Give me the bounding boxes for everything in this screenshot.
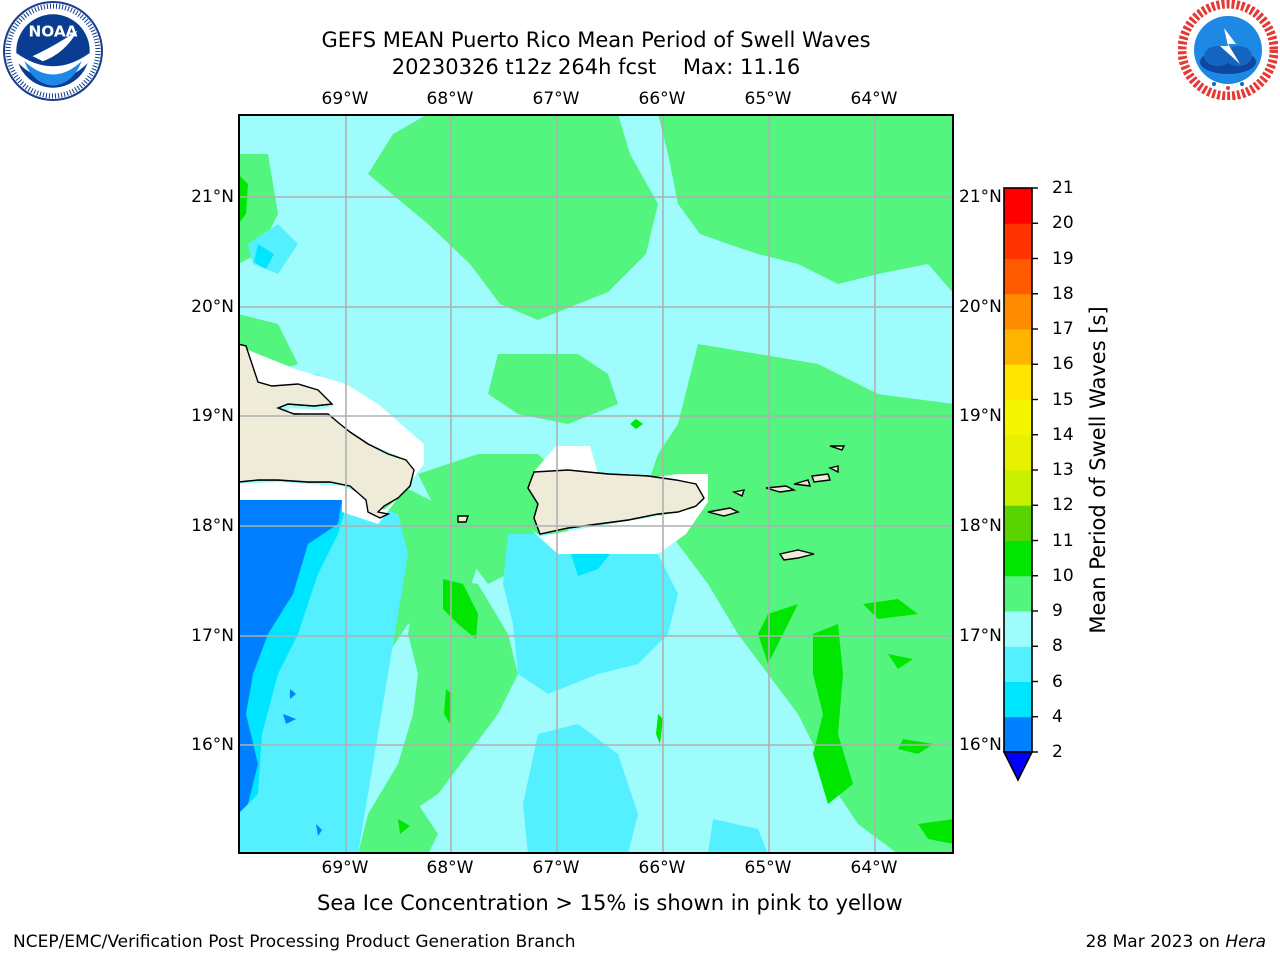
lon-label-top: 66°W <box>638 89 686 109</box>
colorbar-bin <box>1004 470 1032 506</box>
lat-label-right: 17°N <box>959 626 1002 646</box>
field-2-4 <box>238 500 342 836</box>
lon-label-top: 68°W <box>426 89 474 109</box>
map-frame <box>238 114 954 854</box>
anegada <box>829 445 846 451</box>
lat-label-left: 17°N <box>191 626 234 646</box>
st-croix <box>778 549 815 561</box>
culebra <box>731 489 746 497</box>
footer-date: 28 Mar 2023 on Hera <box>1086 932 1266 952</box>
vieques <box>707 507 740 517</box>
colorbar-tick-label: 14 <box>1052 424 1074 445</box>
map-title: GEFS MEAN Puerto Rico Mean Period of Swe… <box>321 28 871 52</box>
colorbar-tick-label: 20 <box>1052 213 1074 234</box>
colorbar-tick-label: 6 <box>1052 671 1063 692</box>
colorbar-tick-label: 19 <box>1052 248 1074 269</box>
colorbar-bin <box>1004 364 1032 400</box>
lon-label-top: 67°W <box>532 89 580 109</box>
colorbar-tick-label: 8 <box>1052 636 1063 657</box>
colorbar-bin <box>1004 329 1032 365</box>
tortola <box>811 473 831 483</box>
footer-host: Hera <box>1225 932 1266 952</box>
colorbar-bin <box>1004 505 1032 541</box>
colorbar-extend-low <box>1002 751 1034 782</box>
colorbar-bin <box>1004 646 1032 682</box>
map-subtitle: 20230326 t12z 264h fcst Max: 11.16 <box>391 55 801 79</box>
svg-text:NOAA: NOAA <box>28 23 77 41</box>
colorbar-tick-label: 2 <box>1052 742 1063 762</box>
colorbar-label-text: Mean Period of Swell Waves [s] <box>1086 306 1110 634</box>
colorbar-tick-label: 13 <box>1052 460 1074 480</box>
colorbar-bin <box>1004 540 1032 577</box>
lat-label-right: 20°N <box>959 297 1002 317</box>
lon-label-top: 64°W <box>850 89 898 109</box>
lat-label-left: 20°N <box>191 297 234 317</box>
lon-label-bottom: 69°W <box>321 858 369 878</box>
lat-label-right: 16°N <box>959 735 1002 755</box>
colorbar-bin <box>1004 258 1032 295</box>
lat-label-right: 18°N <box>959 516 1002 536</box>
colorbar-tick-label: 16 <box>1052 354 1074 375</box>
lon-label-bottom: 66°W <box>638 858 686 878</box>
colorbar-tick-label: 11 <box>1052 530 1074 551</box>
colorbar-tick-label: 10 <box>1052 565 1074 586</box>
lat-label-left: 16°N <box>191 735 234 755</box>
no-data-mask <box>238 346 708 554</box>
colorbar-bin <box>1004 399 1032 436</box>
colorbar-bin <box>1004 716 1032 753</box>
lon-label-bottom: 68°W <box>426 858 474 878</box>
virgin-gorda <box>827 465 839 474</box>
colorbar-tick-label: 12 <box>1052 495 1074 516</box>
footer-date-text: 28 Mar 2023 on <box>1085 932 1226 952</box>
colorbar-bin <box>1004 223 1032 259</box>
colorbar-tick-label: 18 <box>1052 283 1074 304</box>
nws-logo-icon <box>1178 0 1278 100</box>
lat-label-right: 19°N <box>959 406 1002 426</box>
lon-label-bottom: 65°W <box>744 858 792 878</box>
lon-label-top: 69°W <box>321 89 369 109</box>
lat-label-left: 18°N <box>191 516 234 536</box>
lon-label-bottom: 67°W <box>532 858 580 878</box>
lon-label-bottom: 64°W <box>850 858 898 878</box>
field-10-11 <box>238 174 954 844</box>
st-thomas <box>765 485 797 493</box>
colorbar-bin <box>1004 681 1032 718</box>
lat-label-left: 19°N <box>191 406 234 426</box>
colorbar-bin <box>1004 293 1032 330</box>
colorbar-bins <box>1004 188 1032 753</box>
noaa-logo-icon: NOAA <box>3 1 103 101</box>
colorbar-tick-marks <box>1032 187 1038 753</box>
st-john <box>793 479 812 487</box>
footer-branch: NCEP/EMC/Verification Post Processing Pr… <box>13 932 576 952</box>
colorbar-bin <box>1004 434 1032 471</box>
colorbar <box>1002 187 1038 782</box>
mona-island <box>457 515 469 523</box>
colorbar-tick-label: 9 <box>1052 601 1063 621</box>
colorbar-tick-label: 17 <box>1052 319 1074 339</box>
colorbar-tick-label: 15 <box>1052 389 1074 410</box>
sea-ice-note: Sea Ice Concentration > 15% is shown in … <box>317 891 903 915</box>
colorbar-bin <box>1004 188 1032 224</box>
lon-label-top: 65°W <box>744 89 792 109</box>
lat-label-right: 21°N <box>959 187 1002 207</box>
colorbar-tick-label: 21 <box>1052 178 1074 198</box>
lat-label-left: 21°N <box>191 187 234 207</box>
colorbar-bin <box>1004 575 1032 612</box>
colorbar-bin <box>1004 611 1032 647</box>
gridlines <box>238 114 954 854</box>
colorbar-tick-label: 4 <box>1052 706 1063 727</box>
swell-period-map <box>238 114 954 854</box>
